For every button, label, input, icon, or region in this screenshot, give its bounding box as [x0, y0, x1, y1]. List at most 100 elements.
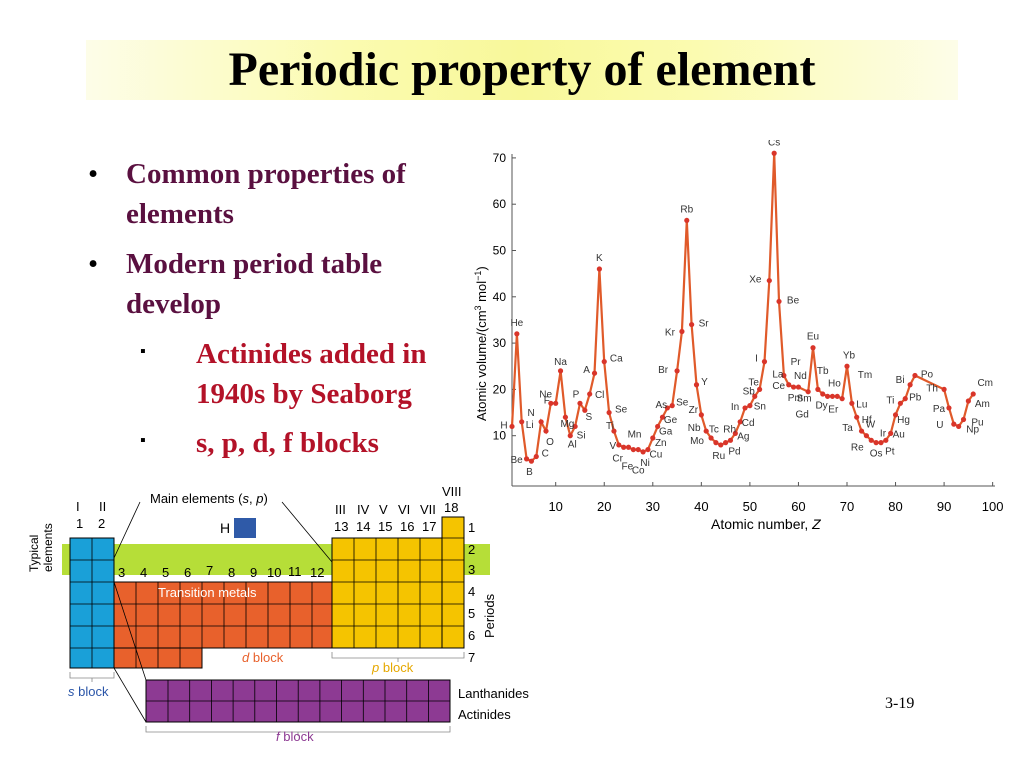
typical-elements-label-1: Typical [27, 535, 41, 572]
data-point [766, 277, 772, 284]
p-block-letter: p [371, 660, 379, 675]
element-label: Pm [788, 393, 803, 404]
bullet-item: • Modern period table develop [88, 244, 382, 324]
data-point [523, 456, 530, 462]
table-grid [70, 537, 464, 722]
data-point [591, 370, 598, 376]
group-roman-3: III [335, 502, 346, 517]
data-point [553, 400, 559, 406]
page-number: 3-19 [885, 695, 915, 712]
s-block-label: s block [68, 684, 109, 699]
data-point [582, 407, 588, 413]
data-point [655, 423, 661, 430]
data-point [621, 444, 627, 450]
element-label: Cs [768, 140, 780, 148]
element-label: Mn [628, 429, 642, 440]
s-block-letter: s [68, 684, 75, 699]
data-point [757, 386, 763, 392]
data-point [567, 433, 573, 439]
data-point [868, 437, 874, 443]
sub-bullet-item: ▪ s, p, d, f blocks [140, 423, 379, 463]
data-point [698, 412, 704, 418]
data-point [543, 428, 549, 434]
data-point [693, 382, 700, 388]
element-label: Fe [622, 462, 634, 473]
element-label: Rb [680, 204, 693, 215]
data-point [616, 442, 622, 448]
main-elements-sep: , [249, 491, 256, 506]
element-label: Ta [842, 423, 853, 434]
data-point [824, 393, 831, 399]
element-label: V [609, 441, 616, 452]
data-point [892, 412, 899, 418]
element-label: Re [851, 442, 864, 453]
element-label: I [755, 354, 758, 365]
element-label: Ce [772, 381, 785, 392]
data-point [786, 382, 792, 388]
x-tick-label: 40 [694, 499, 708, 514]
data-point [771, 150, 777, 156]
element-label: Ti [886, 395, 894, 406]
data-point [883, 437, 889, 443]
element-label: Pa [933, 404, 946, 415]
element-label: O [546, 437, 554, 448]
data-point [664, 405, 670, 411]
group-num-16: 16 [400, 519, 414, 534]
actinides-label: Actinides [458, 707, 511, 722]
data-point [747, 403, 753, 409]
data-point [659, 414, 666, 420]
period-5: 5 [468, 606, 475, 621]
group-roman-8: VIII [442, 484, 462, 499]
group-num-3: 3 [118, 565, 125, 580]
x-tick-label: 90 [937, 499, 951, 514]
data-point [587, 391, 593, 397]
data-point [941, 386, 947, 392]
element-label: Pr [791, 357, 802, 368]
group-num-11: 11 [288, 564, 302, 579]
y-tick-label: 10 [493, 429, 507, 443]
element-label: Sm [797, 394, 812, 405]
group-num-14: 14 [356, 519, 370, 534]
period-1: 1 [468, 520, 475, 535]
y-tick-label: 50 [493, 244, 507, 258]
element-label: B [526, 467, 533, 478]
data-point [630, 446, 636, 453]
data-point [849, 400, 855, 406]
point-labels: HHeLiBeBCNOFNeNaMgAlSiPSClAKCaSeTiVCrMnF… [500, 140, 993, 478]
y-axis-title-mid: mol [474, 281, 489, 306]
element-label: K [596, 253, 603, 264]
group-num-10: 10 [267, 565, 281, 580]
group-roman-7: VII [420, 502, 436, 517]
element-label: P [573, 389, 580, 400]
element-label: Ni [640, 458, 649, 469]
f-block-letter: f [276, 729, 281, 744]
data-point [596, 266, 602, 272]
data-point [873, 440, 879, 446]
main-elements-pointer-left [113, 501, 141, 559]
element-label: Mg [560, 419, 574, 430]
element-label: Ge [664, 415, 678, 426]
x-axis-title: Atomic number, Z [711, 516, 821, 532]
bullet-marker: • [88, 158, 99, 190]
d-block-region [113, 581, 333, 649]
element-label: Cu [650, 450, 663, 461]
element-label: Zr [689, 405, 699, 416]
element-label: C [542, 449, 549, 460]
data-point [611, 428, 617, 434]
data-point [878, 440, 884, 446]
element-label: Gd [795, 409, 808, 420]
element-label: Am [975, 399, 990, 410]
data-point [528, 458, 535, 464]
element-label: Kr [665, 328, 676, 339]
element-label: A [583, 365, 590, 376]
data-point [723, 440, 729, 446]
hydrogen-label: H [220, 520, 230, 536]
data-point [863, 433, 870, 439]
y-tick-label: 20 [493, 382, 507, 396]
element-label: Pt [885, 446, 895, 457]
element-label: Be [787, 295, 800, 306]
group-num-4: 4 [140, 565, 147, 580]
d-block-word: block [249, 650, 283, 665]
element-label: U [936, 420, 943, 431]
group-num-18: 18 [444, 500, 458, 515]
